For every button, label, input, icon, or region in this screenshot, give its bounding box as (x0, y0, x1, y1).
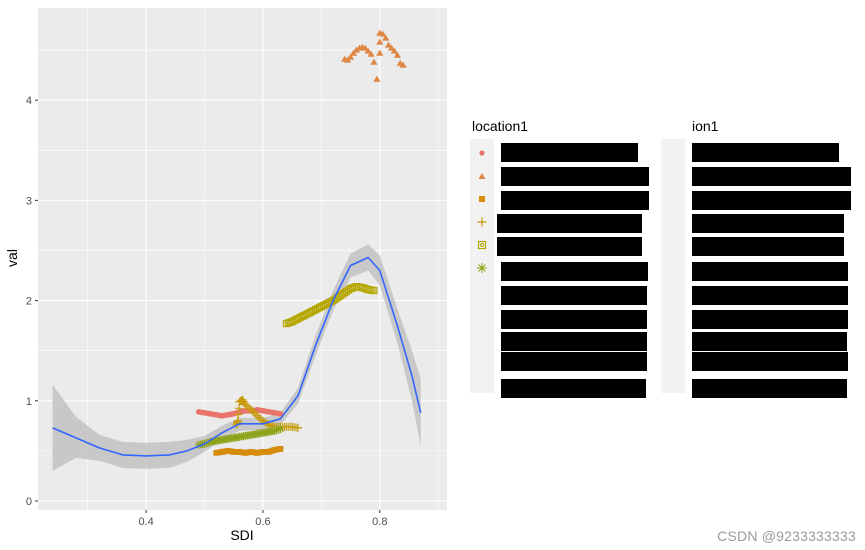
redacted-label (497, 214, 642, 233)
legend-key-asterisk (471, 257, 493, 279)
redacted-label (501, 379, 646, 398)
svg-text:0: 0 (26, 496, 32, 508)
redacted-label (692, 352, 848, 371)
legend-title: location1 (472, 118, 529, 134)
legend-key-column (661, 139, 685, 393)
redacted-label (501, 262, 648, 281)
svg-text:0.4: 0.4 (138, 516, 153, 528)
svg-text:0.6: 0.6 (255, 516, 270, 528)
redacted-label (501, 310, 647, 329)
legend-key-square (471, 188, 493, 210)
svg-text:0.8: 0.8 (372, 516, 387, 528)
scatter-plot: 0.4 0.6 0.8 0 1 2 3 4 SDI val (4, 8, 447, 543)
redacted-label (692, 286, 848, 305)
minor-gridlines (38, 8, 447, 510)
redacted-label (501, 286, 647, 305)
redacted-label (692, 262, 848, 281)
svg-text:1: 1 (26, 396, 32, 408)
svg-text:4: 4 (26, 95, 32, 107)
svg-text:2: 2 (26, 296, 32, 308)
redacted-label (692, 379, 847, 398)
y-axis-label: val (4, 249, 20, 267)
redacted-label (501, 143, 638, 162)
redacted-label (501, 167, 649, 186)
redacted-label (692, 237, 844, 256)
redacted-label (501, 332, 647, 351)
redacted-label (692, 214, 844, 233)
redacted-label (497, 237, 642, 256)
data-points (194, 29, 407, 456)
legend-key-triangle (471, 165, 493, 187)
legend-key-circle (471, 142, 493, 164)
watermark: CSDN @9233333333 (717, 528, 856, 544)
legend-title: ion1 (692, 118, 719, 134)
x-axis-label: SDI (230, 527, 253, 543)
smooth-line (52, 256, 422, 457)
legend-key-column (470, 139, 494, 393)
redacted-label (501, 191, 649, 210)
svg-text:3: 3 (26, 195, 32, 207)
legend-key-square-cross (471, 234, 493, 256)
redacted-label (692, 167, 851, 186)
redacted-label (692, 310, 848, 329)
redacted-label (501, 352, 647, 371)
redacted-label (692, 143, 839, 162)
axes: 0.4 0.6 0.8 0 1 2 3 4 (26, 95, 388, 528)
redacted-label (692, 332, 847, 351)
legend-key-plus (471, 211, 493, 233)
redacted-label (692, 191, 851, 210)
